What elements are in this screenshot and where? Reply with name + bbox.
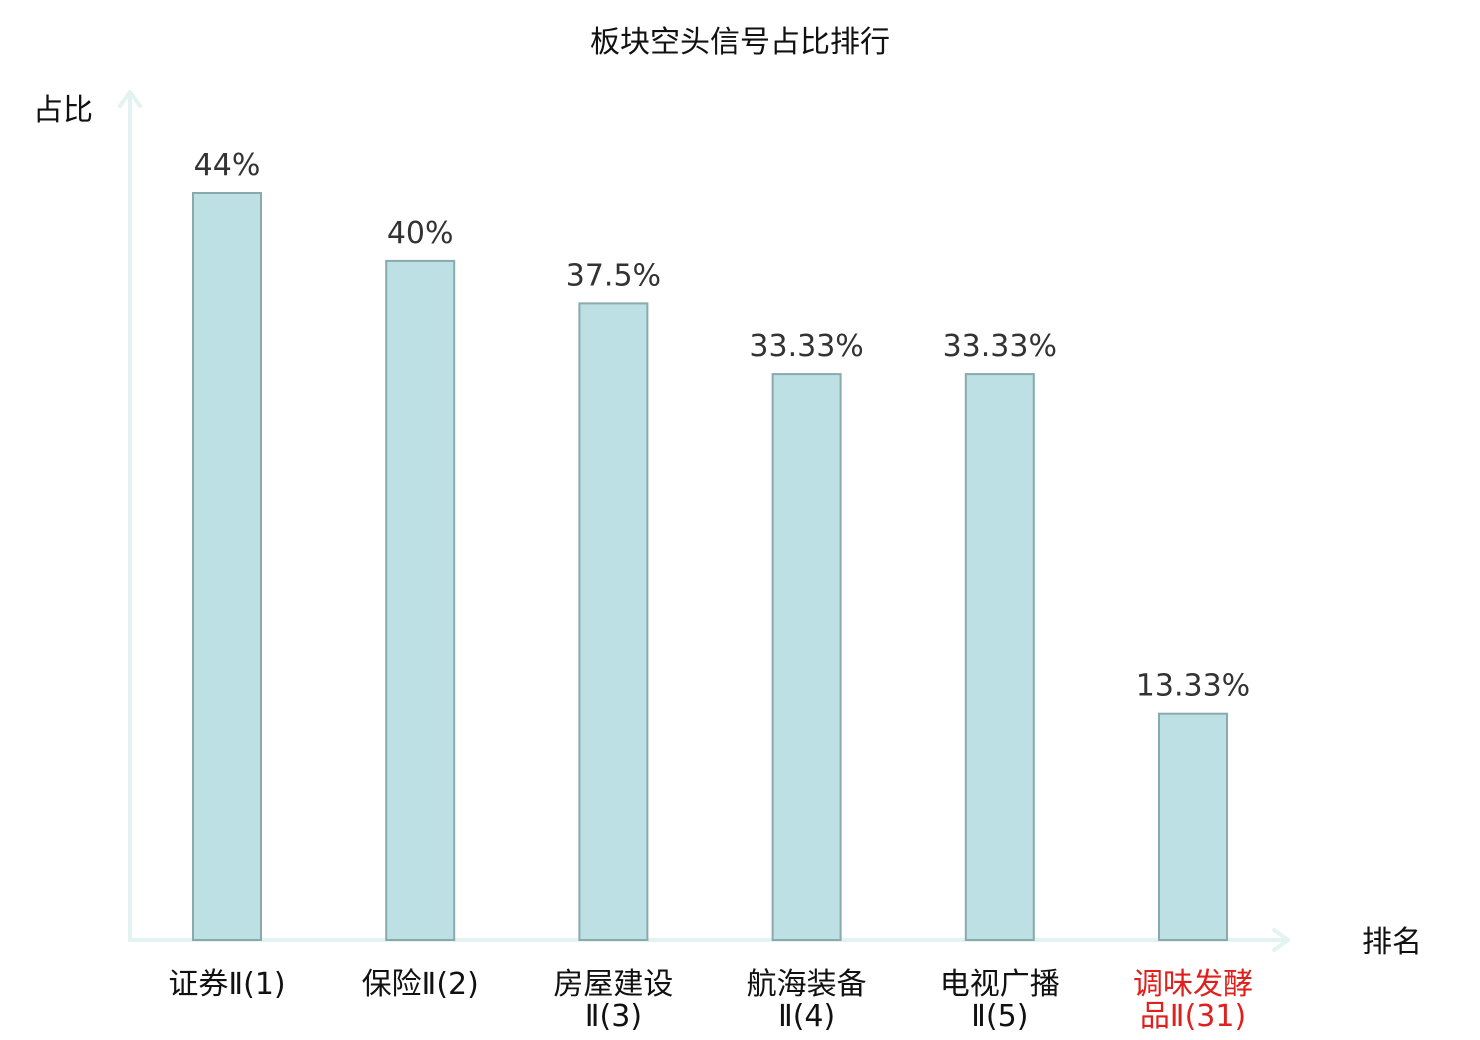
- data-label-6: 13.33%: [1136, 669, 1250, 704]
- bar-6: [1158, 712, 1228, 942]
- category-label-4-line-1: 航海装备: [747, 967, 867, 1002]
- bar-5: [964, 373, 1035, 942]
- bar-4: [771, 373, 842, 942]
- category-label-6-line-2: 品Ⅱ(31): [1140, 999, 1246, 1034]
- bar-1: [192, 192, 262, 941]
- x-axis-label: 排名: [1362, 925, 1422, 960]
- bars-layer: [192, 192, 1228, 942]
- category-label-4-line-2: Ⅱ(4): [778, 999, 835, 1034]
- category-label-2: 保险Ⅱ(2): [362, 967, 479, 1002]
- data-label-4: 33.33%: [749, 329, 863, 364]
- category-label-1: 证券Ⅱ(1): [168, 967, 285, 1002]
- category-label-6-line-1: 调味发酵: [1133, 967, 1253, 1002]
- data-label-3: 37.5%: [566, 258, 661, 293]
- y-axis-arrow-icon: [118, 90, 142, 108]
- chart-title: 板块空头信号占比排行: [590, 25, 890, 60]
- category-label-5-line-2: Ⅱ(5): [971, 999, 1028, 1034]
- category-label-3-line-1: 房屋建设: [553, 967, 673, 1002]
- data-label-5: 33.33%: [943, 329, 1057, 364]
- bar-2: [385, 259, 456, 941]
- y-axis-label: 占比: [33, 93, 93, 128]
- category-label-3-line-2: Ⅱ(3): [585, 999, 642, 1034]
- x-axis-arrow-icon: [1272, 928, 1290, 952]
- category-label-5-line-1: 电视广播: [940, 967, 1060, 1002]
- data-label-1: 44%: [194, 148, 261, 183]
- data-label-2: 40%: [387, 216, 454, 251]
- bar-3: [578, 302, 649, 941]
